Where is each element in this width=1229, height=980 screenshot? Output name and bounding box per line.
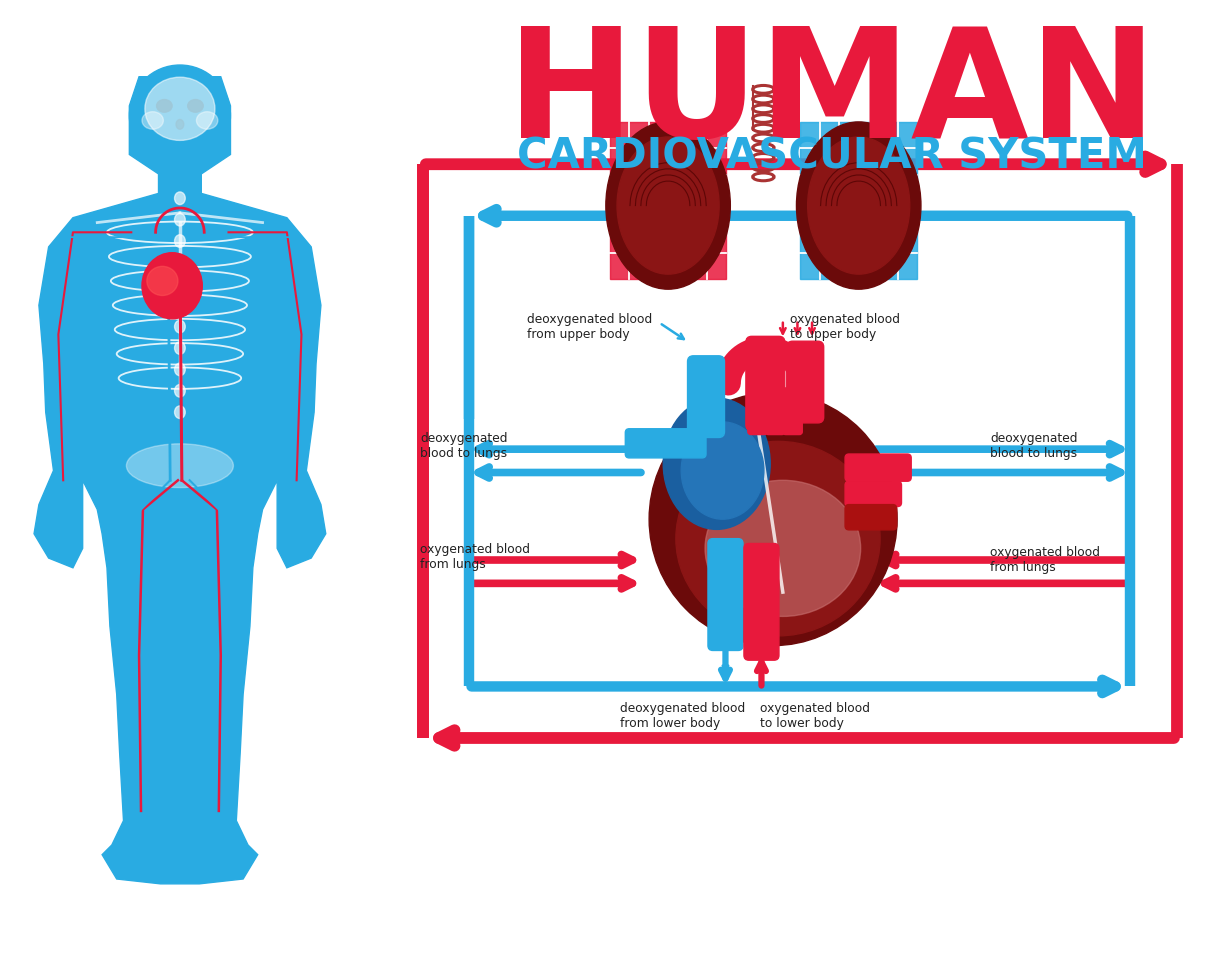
Text: deoxygenated blood
from lower body: deoxygenated blood from lower body <box>621 702 746 730</box>
Polygon shape <box>34 76 326 884</box>
FancyBboxPatch shape <box>747 388 767 434</box>
FancyBboxPatch shape <box>610 122 726 279</box>
FancyBboxPatch shape <box>766 388 785 434</box>
Ellipse shape <box>676 441 880 636</box>
FancyBboxPatch shape <box>787 341 823 423</box>
Ellipse shape <box>705 480 860 616</box>
Ellipse shape <box>175 299 186 312</box>
FancyBboxPatch shape <box>746 336 785 430</box>
Text: oxygenated blood
from lungs: oxygenated blood from lungs <box>420 544 530 571</box>
FancyBboxPatch shape <box>846 454 911 481</box>
FancyBboxPatch shape <box>687 356 725 437</box>
Text: oxygenated blood
to lower body: oxygenated blood to lower body <box>761 702 870 730</box>
Ellipse shape <box>104 429 256 502</box>
Ellipse shape <box>156 100 172 112</box>
FancyBboxPatch shape <box>626 428 705 458</box>
Text: deoxygenated
blood to lungs: deoxygenated blood to lungs <box>991 431 1078 460</box>
Ellipse shape <box>175 192 186 205</box>
FancyBboxPatch shape <box>800 122 917 279</box>
Ellipse shape <box>175 406 186 418</box>
Ellipse shape <box>175 342 186 355</box>
Ellipse shape <box>617 137 719 274</box>
FancyBboxPatch shape <box>846 505 897 530</box>
FancyBboxPatch shape <box>708 539 744 651</box>
Ellipse shape <box>175 235 186 247</box>
Ellipse shape <box>197 112 218 129</box>
Ellipse shape <box>175 364 186 375</box>
Ellipse shape <box>807 137 909 274</box>
Ellipse shape <box>175 384 186 397</box>
Circle shape <box>129 65 231 167</box>
Ellipse shape <box>664 398 771 529</box>
Ellipse shape <box>175 277 186 290</box>
Text: oxygenated blood
from lungs: oxygenated blood from lungs <box>991 547 1100 574</box>
Ellipse shape <box>681 422 764 519</box>
Ellipse shape <box>606 122 730 289</box>
Ellipse shape <box>145 77 215 140</box>
Text: HUMAN: HUMAN <box>506 22 1156 171</box>
Ellipse shape <box>127 444 234 488</box>
Ellipse shape <box>175 214 186 226</box>
Ellipse shape <box>649 393 897 646</box>
Ellipse shape <box>175 256 186 269</box>
Text: oxygenated blood
to upper body: oxygenated blood to upper body <box>790 313 900 341</box>
FancyBboxPatch shape <box>846 481 902 507</box>
Text: CARDIOVASCULAR SYSTEM: CARDIOVASCULAR SYSTEM <box>516 135 1147 177</box>
Text: deoxygenated
blood to lungs: deoxygenated blood to lungs <box>420 431 508 460</box>
Ellipse shape <box>146 267 178 296</box>
Ellipse shape <box>176 120 184 129</box>
Ellipse shape <box>188 100 203 112</box>
FancyBboxPatch shape <box>744 544 779 661</box>
Text: deoxygenated blood
from upper body: deoxygenated blood from upper body <box>527 313 653 341</box>
FancyBboxPatch shape <box>783 388 803 434</box>
Ellipse shape <box>175 320 186 333</box>
Ellipse shape <box>143 253 203 318</box>
Ellipse shape <box>796 122 921 289</box>
Ellipse shape <box>143 112 163 129</box>
